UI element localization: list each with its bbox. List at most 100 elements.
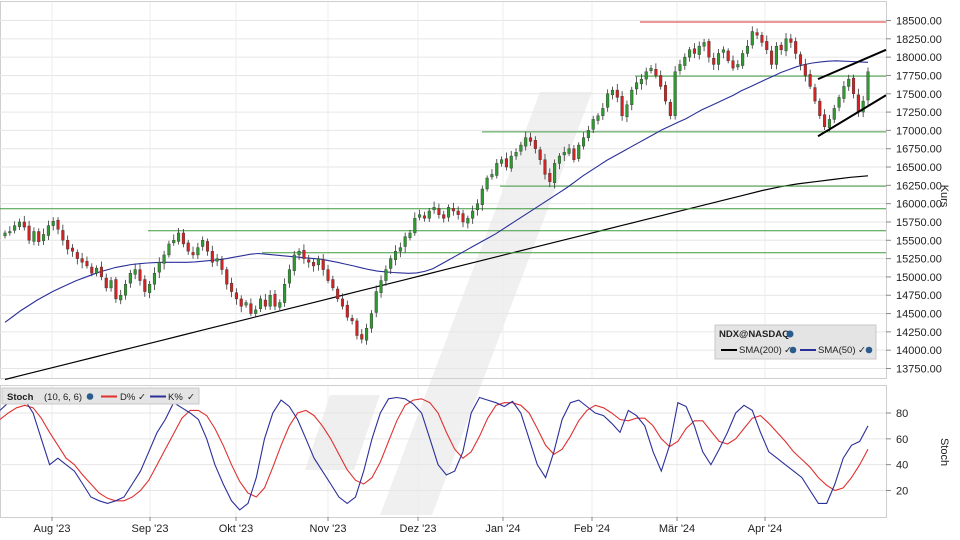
candle-body xyxy=(702,42,706,47)
legend-sma200-label: SMA(200) xyxy=(739,345,782,356)
candle-body xyxy=(234,292,238,300)
candle-body xyxy=(543,159,547,175)
candle-body xyxy=(567,148,571,154)
candle-body xyxy=(683,56,687,66)
candle-body xyxy=(818,100,822,116)
sma200-line xyxy=(4,175,869,381)
stoch-k-check-icon[interactable]: ✓ xyxy=(187,392,195,403)
candle-body xyxy=(712,58,716,65)
legend-sma200-gear-icon[interactable] xyxy=(789,346,797,354)
candle-body xyxy=(852,77,856,94)
candle-body xyxy=(731,60,735,69)
x-tick-label: Apr '24 xyxy=(748,523,783,535)
candle-body xyxy=(644,71,648,80)
candle-body xyxy=(519,144,523,152)
candle-body xyxy=(119,295,123,301)
candle-body xyxy=(442,214,446,219)
candle-body xyxy=(620,96,624,116)
candle-body xyxy=(755,32,759,36)
candle-body xyxy=(717,53,721,65)
candle-body xyxy=(273,293,277,307)
x-tick-label: Dez '23 xyxy=(400,523,437,535)
legend-sma50-label: SMA(50) xyxy=(818,345,855,356)
candle-body xyxy=(750,31,754,46)
candle-body xyxy=(413,218,417,234)
stoch-legend-box xyxy=(1,387,200,405)
candle-body xyxy=(861,100,865,113)
legend-title-gear-icon[interactable] xyxy=(786,330,794,338)
candle-body xyxy=(148,284,152,293)
sma200-layer xyxy=(4,175,869,381)
candle-body xyxy=(22,221,26,228)
candle-body xyxy=(784,38,788,52)
candle-body xyxy=(340,298,345,307)
candle-body xyxy=(128,273,132,284)
candle-body xyxy=(408,232,412,238)
candle-body xyxy=(726,50,730,61)
candle-body xyxy=(99,266,103,278)
candle-body xyxy=(27,225,31,241)
price-tick-label: 14000.00 xyxy=(896,345,942,357)
candle-body xyxy=(418,214,422,218)
candle-body xyxy=(692,48,696,54)
candle-body xyxy=(37,231,41,242)
stoch-gear-icon[interactable] xyxy=(86,393,94,400)
legend-sma200-check-icon[interactable]: ✓ xyxy=(784,345,792,356)
price-tick-label: 17000.00 xyxy=(896,125,942,137)
price-tick-label: 16750.00 xyxy=(896,144,942,156)
candle-body xyxy=(85,260,89,267)
price-tick-label: 18500.00 xyxy=(896,16,942,28)
candle-body xyxy=(403,236,407,247)
candle-body xyxy=(630,89,634,105)
candle-body xyxy=(220,259,224,270)
candle-body xyxy=(109,280,113,289)
candle-body xyxy=(514,152,518,157)
price-panel: 18500.00 18250.00 18000.00 17750.00 17500.00… xyxy=(0,1,950,381)
candle-body xyxy=(557,155,561,164)
stoch-d-check-icon[interactable]: ✓ xyxy=(138,392,146,403)
candle-body xyxy=(239,298,243,307)
candle-body xyxy=(287,269,291,284)
horizontal-lines xyxy=(0,21,886,254)
price-tick-label: 15250.00 xyxy=(896,254,942,266)
candle-body xyxy=(606,93,610,108)
price-tick-label: 17750.00 xyxy=(896,70,942,82)
candle-body xyxy=(321,259,325,270)
stoch-axis: 80 60 40 20 xyxy=(886,408,908,498)
candle-body xyxy=(480,188,484,205)
candle-body xyxy=(56,219,60,230)
watermark-logo xyxy=(305,92,592,515)
price-axis: 18500.00 18250.00 18000.00 17750.00 17500.00… xyxy=(886,16,942,376)
channel-lower-line xyxy=(817,94,887,138)
candle-body xyxy=(61,230,65,241)
price-tick-label: 14250.00 xyxy=(896,327,942,339)
candle-body xyxy=(393,251,398,260)
candle-body xyxy=(278,302,282,308)
legend-sma50-check-icon[interactable]: ✓ xyxy=(858,345,866,356)
candle-body xyxy=(813,87,817,102)
x-tick-label: Okt '23 xyxy=(219,523,254,535)
candle-body xyxy=(258,298,263,309)
stoch-grid xyxy=(0,386,886,517)
stoch-panel: 80 60 40 20 Stoch Stoch (10, 6, 6) D% ✓ K% … xyxy=(0,385,950,518)
stoch-lines xyxy=(0,396,869,511)
candle-body xyxy=(572,148,576,160)
candle-body xyxy=(509,155,513,169)
candle-body xyxy=(95,267,99,274)
candle-body xyxy=(471,210,475,219)
legend-sma50-gear-icon[interactable] xyxy=(865,346,873,354)
candle-body xyxy=(582,137,586,147)
candle-body xyxy=(697,45,701,55)
candle-body xyxy=(779,44,783,51)
candle-body xyxy=(461,213,465,223)
candle-body xyxy=(663,85,668,102)
candle-body xyxy=(75,252,79,259)
price-tick-label: 16000.00 xyxy=(896,199,942,211)
stoch-tick-label: 20 xyxy=(896,486,908,498)
candle-body xyxy=(326,269,330,281)
candle-body xyxy=(485,177,489,190)
candle-body xyxy=(856,94,860,113)
candle-body xyxy=(770,50,774,65)
candle-body xyxy=(500,159,504,164)
sma50-line xyxy=(4,60,869,323)
